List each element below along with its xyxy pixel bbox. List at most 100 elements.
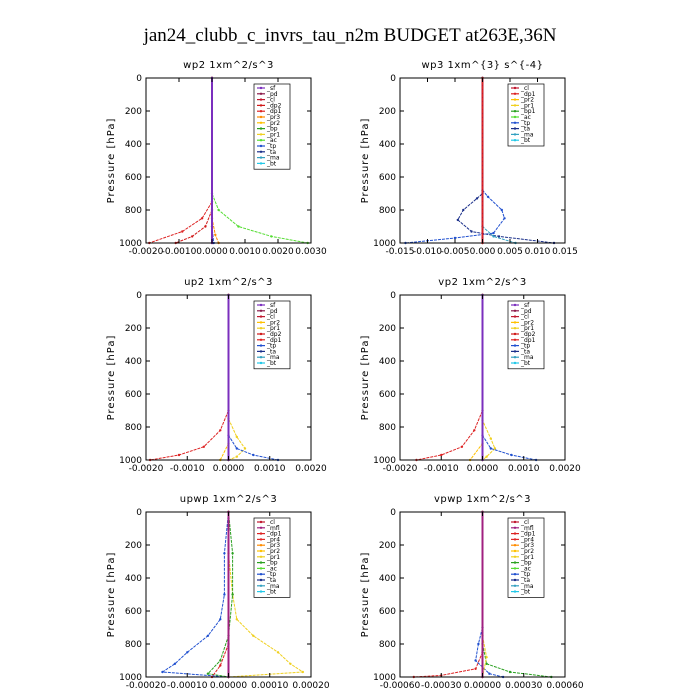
data-point [460,445,464,448]
y-tick-label: 1000 [119,456,142,466]
legend-marker [259,162,263,165]
data-point [252,453,255,457]
legend-marker [259,86,263,90]
legend-label: _pr3 [266,114,280,121]
legend-label: _dp1 [520,337,536,344]
legend-marker [259,555,263,558]
data-point [202,445,205,448]
legend-marker [513,98,517,101]
legend-label: _ac [520,114,531,121]
y-tick-label: 600 [125,390,142,400]
data-point [301,670,304,674]
data-point [206,634,210,637]
legend-label: _pr1 [520,102,534,109]
x-tick-label: 0.00000 [464,681,501,691]
y-axis-label: Pressure [hPa] [360,335,371,421]
legend-marker [259,520,263,524]
x-tick-label: -0.0020 [383,464,418,474]
x-tick-label: 0.010 [525,247,551,257]
legend-label: _dp1 [266,337,282,344]
legend-label: _pr1 [266,554,280,561]
data-point [492,231,495,235]
chart-title: wp3 1xm^{3} s^{-4} [421,60,543,71]
legend-marker [259,110,263,113]
legend-marker [259,350,263,353]
x-tick-label: 0.0000 [467,464,499,474]
series-group [412,510,553,679]
x-tick-label: -0.010 [413,247,442,257]
legend-marker [513,538,517,541]
legend-label: _cl [266,519,275,526]
chart-title: vp2 1xm^2/s^3 [438,277,526,288]
legend: _sf_pd_cl_dp2_dp1_pr3_pr2_bp_pr1_ac_tp_t… [253,83,291,170]
data-point [243,447,247,450]
legend-label: _ac [266,137,277,144]
y-tick-label: 400 [379,574,396,584]
legend-marker [259,573,263,576]
legend-label: _ta [520,577,530,584]
legend-label: _mfl [266,525,280,532]
legend-marker [259,139,263,142]
data-point [231,593,234,596]
legend-label: _bt [266,160,277,167]
y-tick-label: 600 [125,607,142,617]
data-point [217,208,220,212]
legend-marker [259,538,263,541]
legend-marker [259,150,263,153]
legend-label: _bp [266,560,278,567]
data-point [497,235,501,238]
y-tick-label: 600 [379,173,396,183]
legend-label: _tp [520,343,530,350]
data-point [470,230,473,233]
data-point [235,447,238,450]
legend: _sf_pd_cl_pr2_pr1_dp2_dp1_tp_ta_ma_bt [253,300,291,370]
legend-marker [513,567,517,570]
y-tick-label: 800 [125,206,142,216]
legend-marker [513,350,517,353]
x-tick-label: -0.005 [440,247,469,257]
x-tick-label: -0.0020 [129,464,164,474]
legend-box [253,83,291,170]
data-point [214,233,217,236]
legend-label: _dp2 [520,331,536,338]
y-tick-label: 0 [136,74,142,84]
y-tick-label: 1000 [373,456,396,466]
legend-label: _sf [266,302,276,309]
legend-marker [513,520,517,524]
y-tick-label: 800 [379,640,396,650]
y-tick-label: 600 [379,390,396,400]
series-line-pr1 [228,295,246,461]
legend-label: _pr1 [520,325,534,332]
legend-label: _ac [520,565,531,572]
legend-label: _dp2 [266,102,282,109]
y-tick-label: 0 [136,508,142,518]
x-tick-label: 0.015 [552,247,578,257]
x-tick-label: 0.00030 [505,681,542,691]
x-tick-label: 0.0030 [295,247,327,257]
series-line-dp1 [150,295,229,461]
legend-label: _ma [520,354,534,361]
y-tick-label: 0 [390,74,396,84]
legend-marker [513,315,517,318]
data-point [200,217,204,220]
legend-marker [513,361,517,365]
legend-label: _ta [520,348,530,355]
legend-label: _pr4 [520,536,534,543]
legend-marker [513,573,517,576]
x-tick-label: 0.005 [497,247,523,257]
legend-label: _tp [520,120,530,127]
legend-label: _ta [266,149,276,156]
legend-marker [513,303,517,307]
data-point [231,552,234,555]
y-tick-label: 1000 [119,673,142,683]
legend-label: _sf [520,302,530,309]
plot-frame [145,77,312,244]
legend-box [253,517,291,598]
data-point [276,651,280,654]
data-point [474,667,477,670]
data-point [508,670,512,674]
legend-marker [513,561,517,564]
legend: _sf_pd_cl_pr2_pr1_dp2_dp1_tp_ta_ma_bt [507,300,545,370]
x-tick-label: 0.0000 [213,464,245,474]
